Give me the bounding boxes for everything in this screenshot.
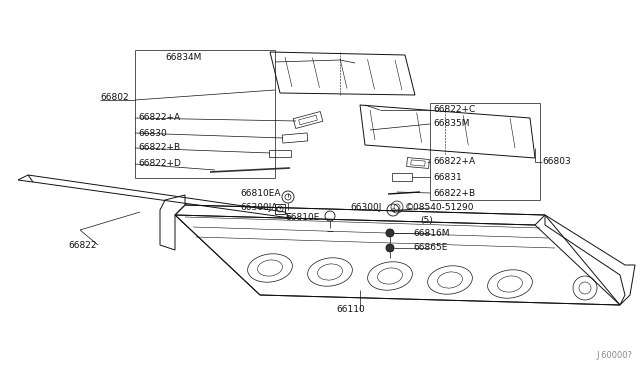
Text: 66835M: 66835M: [433, 119, 470, 128]
Text: 66830: 66830: [138, 128, 167, 138]
Text: 66822: 66822: [68, 241, 97, 250]
Circle shape: [386, 229, 394, 237]
Circle shape: [386, 244, 394, 252]
Text: 66300J: 66300J: [350, 202, 381, 212]
Text: 66831: 66831: [433, 173, 461, 182]
Text: 66865E: 66865E: [413, 244, 447, 253]
Text: 66300JA: 66300JA: [240, 202, 277, 212]
Text: 66822+A: 66822+A: [433, 157, 475, 167]
Text: 66110: 66110: [336, 305, 365, 314]
Text: ©08540-51290: ©08540-51290: [405, 203, 474, 212]
Text: 66803: 66803: [542, 157, 571, 167]
Text: 66822+B: 66822+B: [138, 144, 180, 153]
Text: 66816M: 66816M: [413, 228, 449, 237]
Text: 66834M: 66834M: [165, 54, 202, 62]
Text: 66822+D: 66822+D: [138, 160, 181, 169]
Text: (5): (5): [420, 215, 433, 224]
Text: 66802: 66802: [100, 93, 129, 102]
Text: 66810E: 66810E: [285, 214, 319, 222]
Text: 66822+C: 66822+C: [433, 106, 476, 115]
Text: 66810EA: 66810EA: [240, 189, 280, 198]
Text: 66822+B: 66822+B: [433, 189, 475, 198]
Text: 66822+A: 66822+A: [138, 113, 180, 122]
Text: S: S: [391, 208, 395, 212]
Text: J 60000?: J 60000?: [596, 351, 632, 360]
